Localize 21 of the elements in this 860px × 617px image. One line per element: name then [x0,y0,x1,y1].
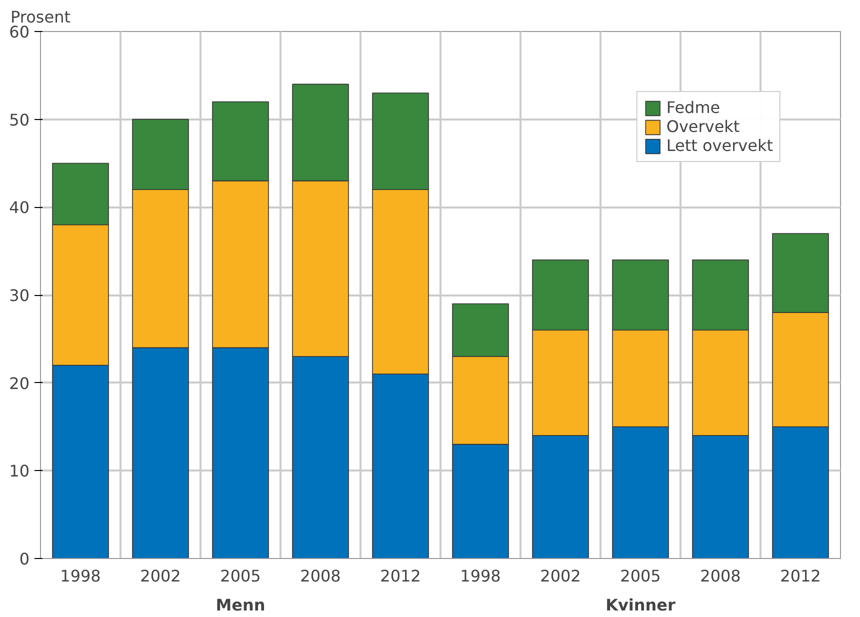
y-tick-label: 10 [9,462,30,481]
x-tick-label: 2008 [300,566,341,586]
legend-label: Fedme [666,98,720,117]
x-tick-label: 1998 [460,566,501,586]
y-tick-label: 30 [9,286,30,305]
y-tick-label: 50 [9,110,30,130]
x-tick-label: 2012 [780,566,821,586]
legend-label: Overvekt [666,117,740,136]
x-tick-label: 1998 [60,566,101,586]
x-tick-label: 2005 [620,566,661,586]
legend-label: Lett overvekt [666,136,773,155]
text: Menn [216,596,266,614]
x-tick-label: 2005 [220,566,261,586]
x-tick-label: 2012 [380,566,421,586]
x-tick-label: 2002 [540,566,581,586]
x-tick-label: 2008 [700,566,741,586]
x-tick-label: 2002 [140,566,181,586]
y-tick-label: 40 [9,198,30,218]
y-tick-label: 0 [19,550,30,568]
y-tick-label: 20 [9,374,30,393]
text: Kvinner [606,596,676,614]
